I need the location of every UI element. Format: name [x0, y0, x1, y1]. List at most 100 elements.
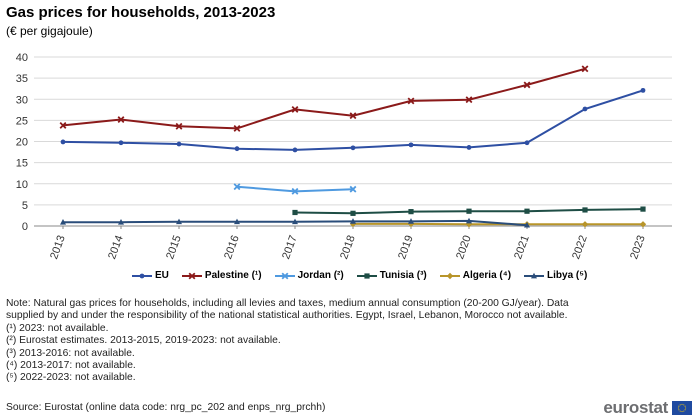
legend-swatch [181, 272, 202, 279]
legend-item-libya: Libya (⁵) [524, 270, 587, 281]
data-point [466, 145, 472, 150]
data-point [233, 183, 241, 191]
data-point [581, 221, 589, 228]
data-point [176, 141, 182, 147]
legend-swatch-marker [446, 272, 453, 279]
series-tunisia [292, 206, 646, 216]
legend-label: Libya (⁵) [547, 270, 588, 281]
chart-subtitle: (€ per gigajoule) [6, 24, 93, 38]
series-palestine [59, 65, 589, 132]
legend-item-eu: EU [132, 270, 169, 281]
y-tick-label: 35 [16, 73, 28, 85]
data-point [233, 124, 241, 132]
flag-star [679, 410, 681, 412]
y-tick-label: 20 [16, 137, 28, 149]
data-point [466, 217, 472, 224]
flag-star [684, 409, 686, 411]
x-tick-label: 2017 [280, 234, 300, 261]
note-3: (³) 2013-2016: not available. [6, 347, 135, 359]
data-point [465, 96, 473, 104]
data-point [639, 221, 647, 228]
x-tick-label: 2014 [106, 234, 126, 261]
data-point [581, 65, 589, 73]
y-tick-label: 15 [16, 158, 28, 170]
data-point [465, 221, 473, 228]
legend-swatch [439, 272, 460, 279]
legend-item-tunisia: Tunisia (³) [356, 270, 427, 281]
legend-swatch [132, 273, 152, 278]
legend-swatch [356, 272, 377, 279]
chart-legend: EU Palestine (¹) Jordan (²) Tunisia (³) Alge… [132, 270, 587, 281]
legend-swatch [274, 272, 295, 279]
series-eu [60, 87, 646, 153]
legend-swatch-marker [531, 272, 538, 278]
data-point [350, 145, 356, 151]
data-point [582, 106, 588, 112]
y-tick-label: 10 [16, 179, 28, 191]
source-line: Source: Eurostat (online data code: nrg_… [6, 402, 326, 413]
series-libya [60, 217, 530, 228]
y-tick-label: 25 [16, 115, 28, 127]
x-tick-label: 2015 [164, 234, 184, 261]
data-point [524, 140, 530, 146]
data-point [524, 208, 530, 214]
series-jordan [233, 183, 357, 195]
chart-title: Gas prices for households, 2013-2023 [6, 4, 276, 21]
legend-item-jordan: Jordan (²) [274, 270, 344, 281]
data-point [640, 87, 646, 93]
data-point [349, 185, 357, 193]
data-point [234, 218, 240, 225]
y-tick-label: 40 [16, 52, 28, 64]
data-point [349, 112, 357, 120]
data-point [60, 139, 66, 145]
data-point [117, 116, 125, 123]
flag-star [681, 403, 683, 405]
line-chart: 0 5 10 15 20 25 30 35 40 2013 2014 2015 2016 2017 2018… [16, 52, 672, 261]
y-tick-label: 0 [22, 221, 28, 233]
data-point [350, 218, 356, 224]
data-point [291, 105, 299, 113]
x-tick-label: 2022 [570, 234, 590, 261]
note-main: Note: Natural gas prices for households,… [6, 298, 569, 322]
legend-swatch-marker [188, 272, 196, 279]
data-point [292, 147, 298, 153]
data-point [350, 210, 356, 216]
legend-label: Tunisia (³) [379, 270, 427, 281]
data-point [118, 218, 124, 225]
data-point [59, 122, 67, 129]
flag-star [679, 404, 681, 406]
legend-label: Palestine (¹) [204, 270, 262, 281]
legend-label: Algeria (⁴) [462, 270, 512, 281]
data-point [640, 206, 646, 212]
note-4: (⁴) 2013-2017: not available. [6, 360, 136, 372]
flag-star [683, 410, 685, 412]
legend-swatch-marker [281, 272, 289, 279]
footnotes: Note: Natural gas prices for households,… [6, 298, 606, 385]
data-point [292, 218, 298, 225]
legend-swatch-marker [364, 272, 370, 279]
eurostat-logo: eurostat [603, 398, 692, 418]
data-point [60, 218, 66, 225]
note-2: (²) Eurostat estimates. 2013-2015, 2019-… [6, 335, 281, 347]
eu-flag-icon [672, 401, 692, 415]
flag-star [685, 407, 687, 409]
x-tick-label: 2023 [628, 234, 648, 261]
data-point [466, 208, 472, 214]
x-tick-label: 2018 [338, 234, 358, 261]
data-point [582, 207, 588, 213]
flag-star [678, 405, 680, 407]
data-point [292, 209, 298, 216]
note-1: (¹) 2023: not available. [6, 322, 109, 334]
data-point [234, 146, 240, 152]
legend-label: Jordan (²) [297, 270, 344, 281]
flag-star [684, 405, 686, 407]
data-point [524, 221, 530, 228]
flag-star [678, 409, 680, 411]
data-point [407, 97, 415, 105]
y-tick-label: 5 [22, 200, 28, 212]
flag-star [681, 411, 683, 413]
legend-swatch [524, 272, 545, 278]
data-point [118, 140, 124, 146]
legend-item-palestine: Palestine (¹) [181, 270, 262, 281]
series-line [62, 67, 586, 130]
